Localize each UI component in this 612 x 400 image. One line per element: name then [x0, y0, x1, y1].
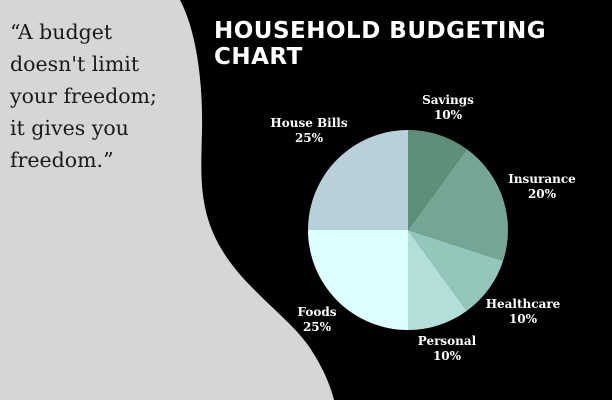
slice-value-label: 10% — [509, 312, 538, 326]
slice-value-label: 25% — [303, 320, 332, 334]
chart-title-line-1: HOUSEHOLD BUDGETING — [214, 18, 547, 44]
pie-slice-foods — [308, 230, 408, 330]
quote-line: your freedom; — [10, 84, 157, 108]
pie-slice-savings — [408, 130, 467, 230]
slice-value-label: 10% — [434, 108, 463, 122]
pie-slice-insurance — [408, 149, 508, 261]
quote-text: “A budget doesn't limit your freedom; it… — [10, 16, 200, 176]
quote-line: it gives you — [10, 116, 129, 140]
slice-label: House Bills — [270, 116, 347, 130]
slice-value-label: 25% — [295, 131, 324, 145]
quote-line: freedom.” — [10, 148, 114, 172]
slice-value-label: 10% — [433, 349, 462, 363]
light-panel — [0, 0, 334, 400]
slice-label: Healthcare — [486, 297, 561, 311]
quote-line: “A budget — [10, 20, 113, 44]
chart-title-line-2: CHART — [214, 44, 303, 70]
slice-label: Insurance — [508, 172, 576, 186]
pie-slice-healthcare — [408, 230, 504, 311]
slice-value-label: 20% — [528, 187, 557, 201]
pie-slice-personal — [408, 230, 467, 330]
pie-slice-house-bills — [308, 130, 408, 230]
slice-label: Savings — [422, 93, 474, 107]
slice-label: Personal — [418, 334, 477, 348]
quote-line: doesn't limit — [10, 52, 140, 76]
chart-title: HOUSEHOLD BUDGETING CHART — [214, 18, 546, 70]
slice-label: Foods — [297, 305, 336, 319]
